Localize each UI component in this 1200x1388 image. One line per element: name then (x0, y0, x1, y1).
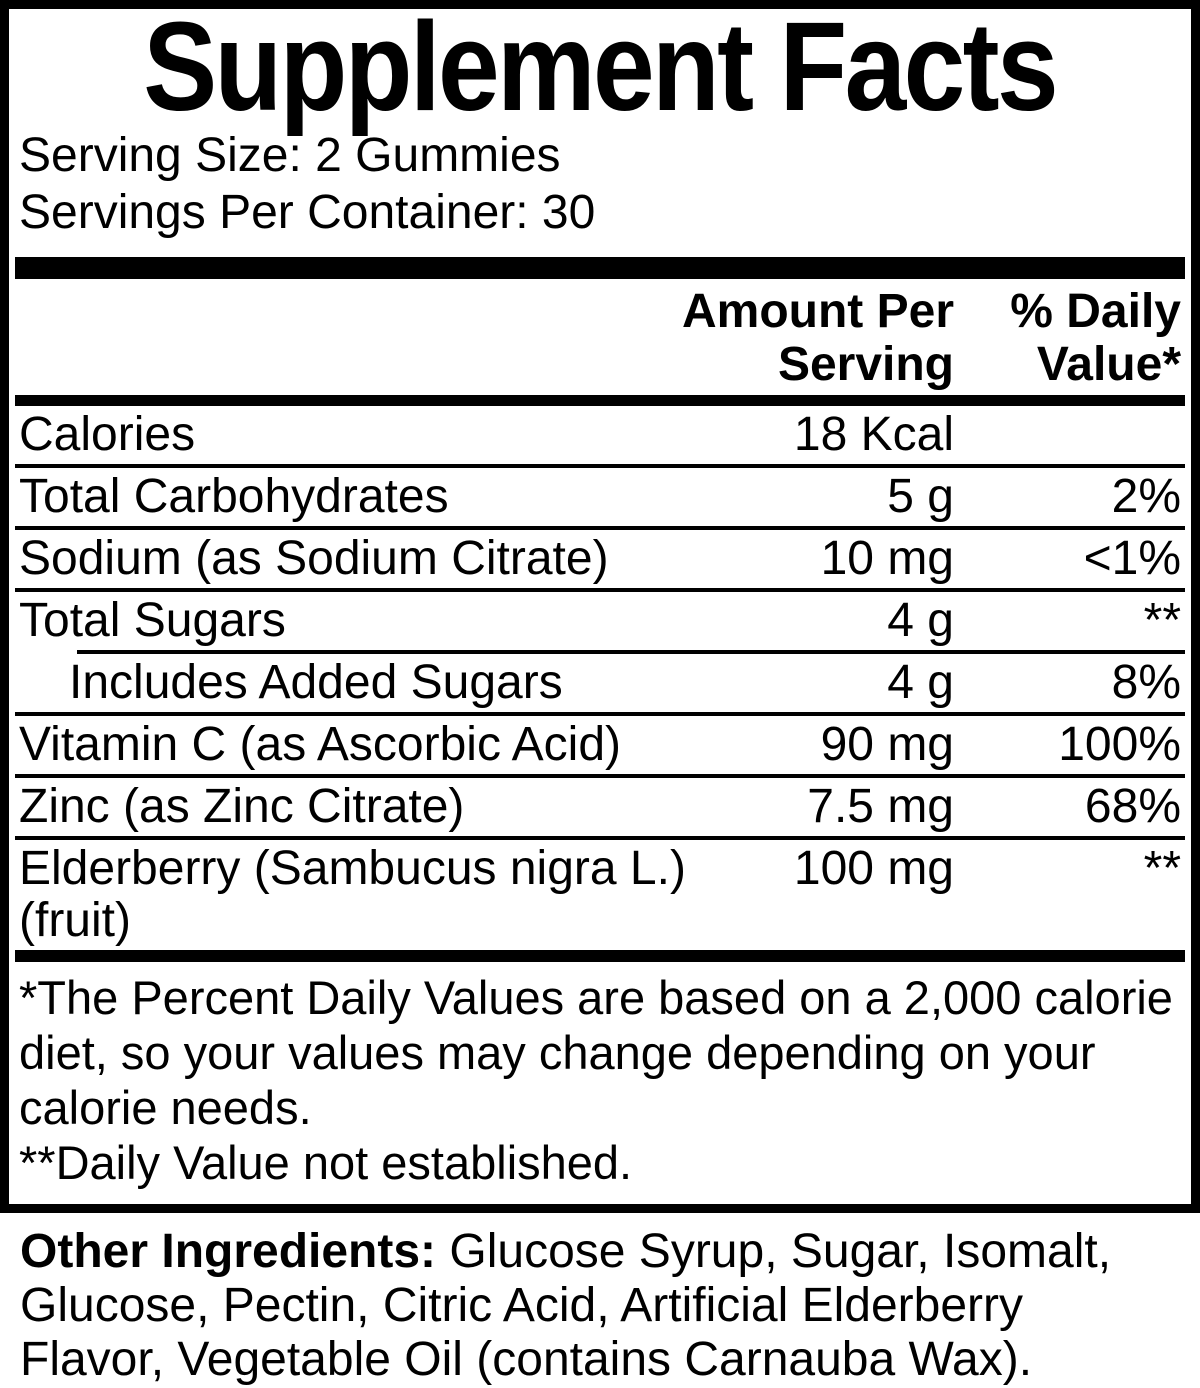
nutrient-daily-value: 68% (1084, 780, 1181, 833)
nutrient-daily-value: <1% (1083, 532, 1181, 585)
header-amount-per-serving: Amount Per Serving (681, 285, 954, 391)
nutrient-amount: 4 g (887, 656, 954, 709)
other-ingredients-text: Glucose Syrup, Sugar, Isomalt, Glucose, … (20, 1225, 1112, 1386)
panel-inner: Supplement Facts Serving Size: 2 Gummies… (9, 0, 1191, 1190)
divider-bar-medium (15, 395, 1185, 406)
nutrient-amount: 18 Kcal (793, 408, 954, 461)
nutrient-amount: 5 g (887, 470, 954, 523)
row-separator (15, 712, 1185, 716)
nutrient-row: Zinc (as Zinc Citrate) 7.5 mg 68% (15, 778, 1185, 836)
nutrient-name: Vitamin C (as Ascorbic Acid) (19, 718, 621, 771)
divider-bar-thick (15, 257, 1185, 279)
footnote-not-established: **Daily Value not established. (19, 1136, 633, 1189)
nutrient-row: Sodium (as Sodium Citrate) 10 mg <1% (15, 530, 1185, 588)
nutrient-daily-value: ** (1143, 594, 1181, 647)
nutrient-daily-value: 2% (1111, 470, 1181, 523)
nutrient-amount: 4 g (887, 594, 954, 647)
nutrient-name: Total Carbohydrates (19, 470, 449, 523)
nutrient-daily-value: ** (1143, 842, 1181, 895)
nutrient-row: Total Sugars 4 g ** (15, 592, 1185, 650)
footnote-daily-values: *The Percent Daily Values are based on a… (19, 971, 1173, 1134)
nutrient-daily-value: 8% (1111, 656, 1181, 709)
nutrient-name: Includes Added Sugars (69, 656, 563, 709)
other-ingredients-section: Other Ingredients: Glucose Syrup, Sugar,… (20, 1225, 1180, 1387)
servings-per-container-line: Servings Per Container: 30 (19, 186, 596, 239)
nutrient-amount: 7.5 mg (807, 780, 954, 833)
row-separator (15, 836, 1185, 840)
nutrient-name: Sodium (as Sodium Citrate) (19, 532, 609, 585)
header-daily-value: % Daily Value* (1010, 285, 1181, 391)
nutrient-name: Calories (19, 408, 196, 461)
nutrient-rows: Calories 18 Kcal Total Carbohydrates 5 g… (15, 406, 1185, 950)
nutrient-name: Zinc (as Zinc Citrate) (19, 780, 465, 833)
row-separator (15, 774, 1185, 778)
nutrient-daily-value: 100% (1058, 718, 1181, 771)
nutrient-row: Vitamin C (as Ascorbic Acid) 90 mg 100% (15, 716, 1185, 774)
divider-bar-footnote (15, 950, 1185, 962)
nutrient-name: Elderberry (Sambucus nigra L.) (fruit) (19, 842, 686, 947)
serving-size-line: Serving Size: 2 Gummies (19, 129, 561, 182)
row-separator (15, 464, 1185, 468)
supplement-facts-panel: Supplement Facts Serving Size: 2 Gummies… (0, 0, 1200, 1213)
nutrient-amount: 10 mg (820, 532, 954, 585)
footnote-section: *The Percent Daily Values are based on a… (15, 962, 1185, 1190)
nutrient-row: Calories 18 Kcal (15, 406, 1185, 464)
panel-title: Supplement Facts (15, 0, 1185, 137)
nutrient-row: Total Carbohydrates 5 g 2% (15, 468, 1185, 526)
nutrient-row: Includes Added Sugars 4 g 8% (15, 654, 1185, 712)
nutrient-name: Total Sugars (19, 594, 286, 647)
nutrient-row: Elderberry (Sambucus nigra L.) (fruit) 1… (15, 840, 1185, 950)
nutrient-amount: 90 mg (820, 718, 954, 771)
row-separator (15, 526, 1185, 530)
serving-info: Serving Size: 2 Gummies Servings Per Con… (15, 127, 1185, 241)
row-separator (15, 588, 1185, 592)
nutrient-amount: 100 mg (793, 842, 954, 895)
other-ingredients-label: Other Ingredients: (20, 1225, 437, 1278)
table-header-row: Amount Per Serving % Daily Value* (15, 279, 1185, 395)
row-separator (77, 650, 1185, 654)
panel-title-text: Supplement Facts (143, 0, 1059, 137)
